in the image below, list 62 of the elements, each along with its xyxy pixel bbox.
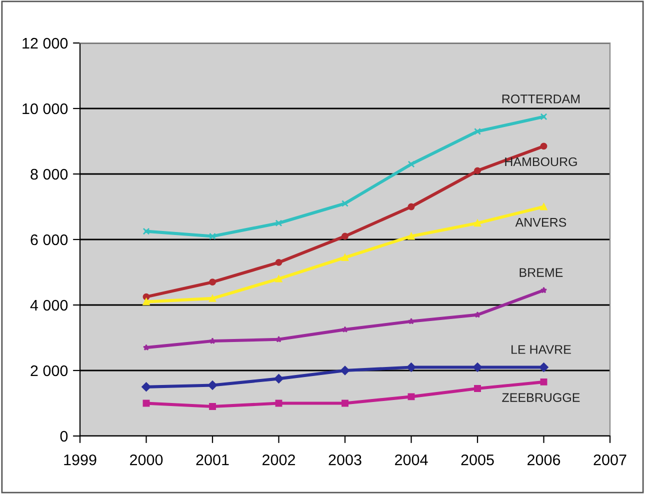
point xyxy=(408,160,415,168)
x-tick-label: 2002 xyxy=(262,454,295,466)
x-tick-label: 1999 xyxy=(64,454,96,466)
point xyxy=(472,362,482,372)
point xyxy=(540,286,548,294)
point xyxy=(209,278,216,286)
point xyxy=(208,380,218,390)
point xyxy=(408,203,415,210)
point xyxy=(474,385,481,392)
point xyxy=(340,366,350,376)
x-tick-label: 2000 xyxy=(130,454,163,466)
point xyxy=(275,400,282,407)
series-label: ROTTERDAM xyxy=(502,94,580,104)
x-tick-label: 2005 xyxy=(461,454,494,466)
y-tick-label: 6 000 xyxy=(30,234,68,246)
y-tick-label: 12 000 xyxy=(22,38,68,49)
point xyxy=(209,232,216,240)
point xyxy=(274,374,284,384)
point xyxy=(275,258,282,266)
point xyxy=(408,393,415,400)
point xyxy=(474,311,481,318)
series-label: ANVERS xyxy=(515,218,566,227)
point xyxy=(408,232,415,240)
point xyxy=(474,167,481,174)
x-tick-label: 2003 xyxy=(328,454,362,466)
point xyxy=(540,378,548,386)
y-tick-label: 0 xyxy=(60,430,68,442)
point xyxy=(540,113,548,120)
point xyxy=(540,203,548,210)
point xyxy=(342,254,348,261)
point xyxy=(539,362,548,372)
point xyxy=(342,200,348,207)
point xyxy=(142,298,150,306)
point xyxy=(209,403,216,410)
point xyxy=(275,275,282,282)
point xyxy=(342,232,348,240)
y-tick-label: 4 000 xyxy=(30,300,68,311)
point xyxy=(275,220,282,227)
point xyxy=(142,400,150,407)
y-tick-label: 8 000 xyxy=(30,168,68,180)
point xyxy=(342,400,348,407)
x-tick-label: 2007 xyxy=(594,454,626,466)
series-label: LE HAVRE xyxy=(512,345,571,354)
point xyxy=(142,228,150,235)
point xyxy=(474,220,481,227)
x-tick-label: 2001 xyxy=(196,454,229,466)
series-label: HAMBOURG xyxy=(505,157,577,166)
y-tick-label: 2 000 xyxy=(30,365,68,376)
point xyxy=(540,142,548,150)
point xyxy=(142,293,150,300)
point xyxy=(408,318,415,324)
series-label: ZEEBRUGGE xyxy=(502,393,580,402)
x-tick-label: 2004 xyxy=(395,454,428,466)
y-tick-label: 10 000 xyxy=(22,103,68,114)
series-label: BREME xyxy=(520,268,563,277)
point xyxy=(342,326,348,333)
x-tick-label: 2006 xyxy=(528,454,560,466)
point xyxy=(406,362,416,372)
point xyxy=(142,382,151,392)
point xyxy=(474,128,481,135)
point xyxy=(209,338,216,344)
point xyxy=(209,294,216,302)
